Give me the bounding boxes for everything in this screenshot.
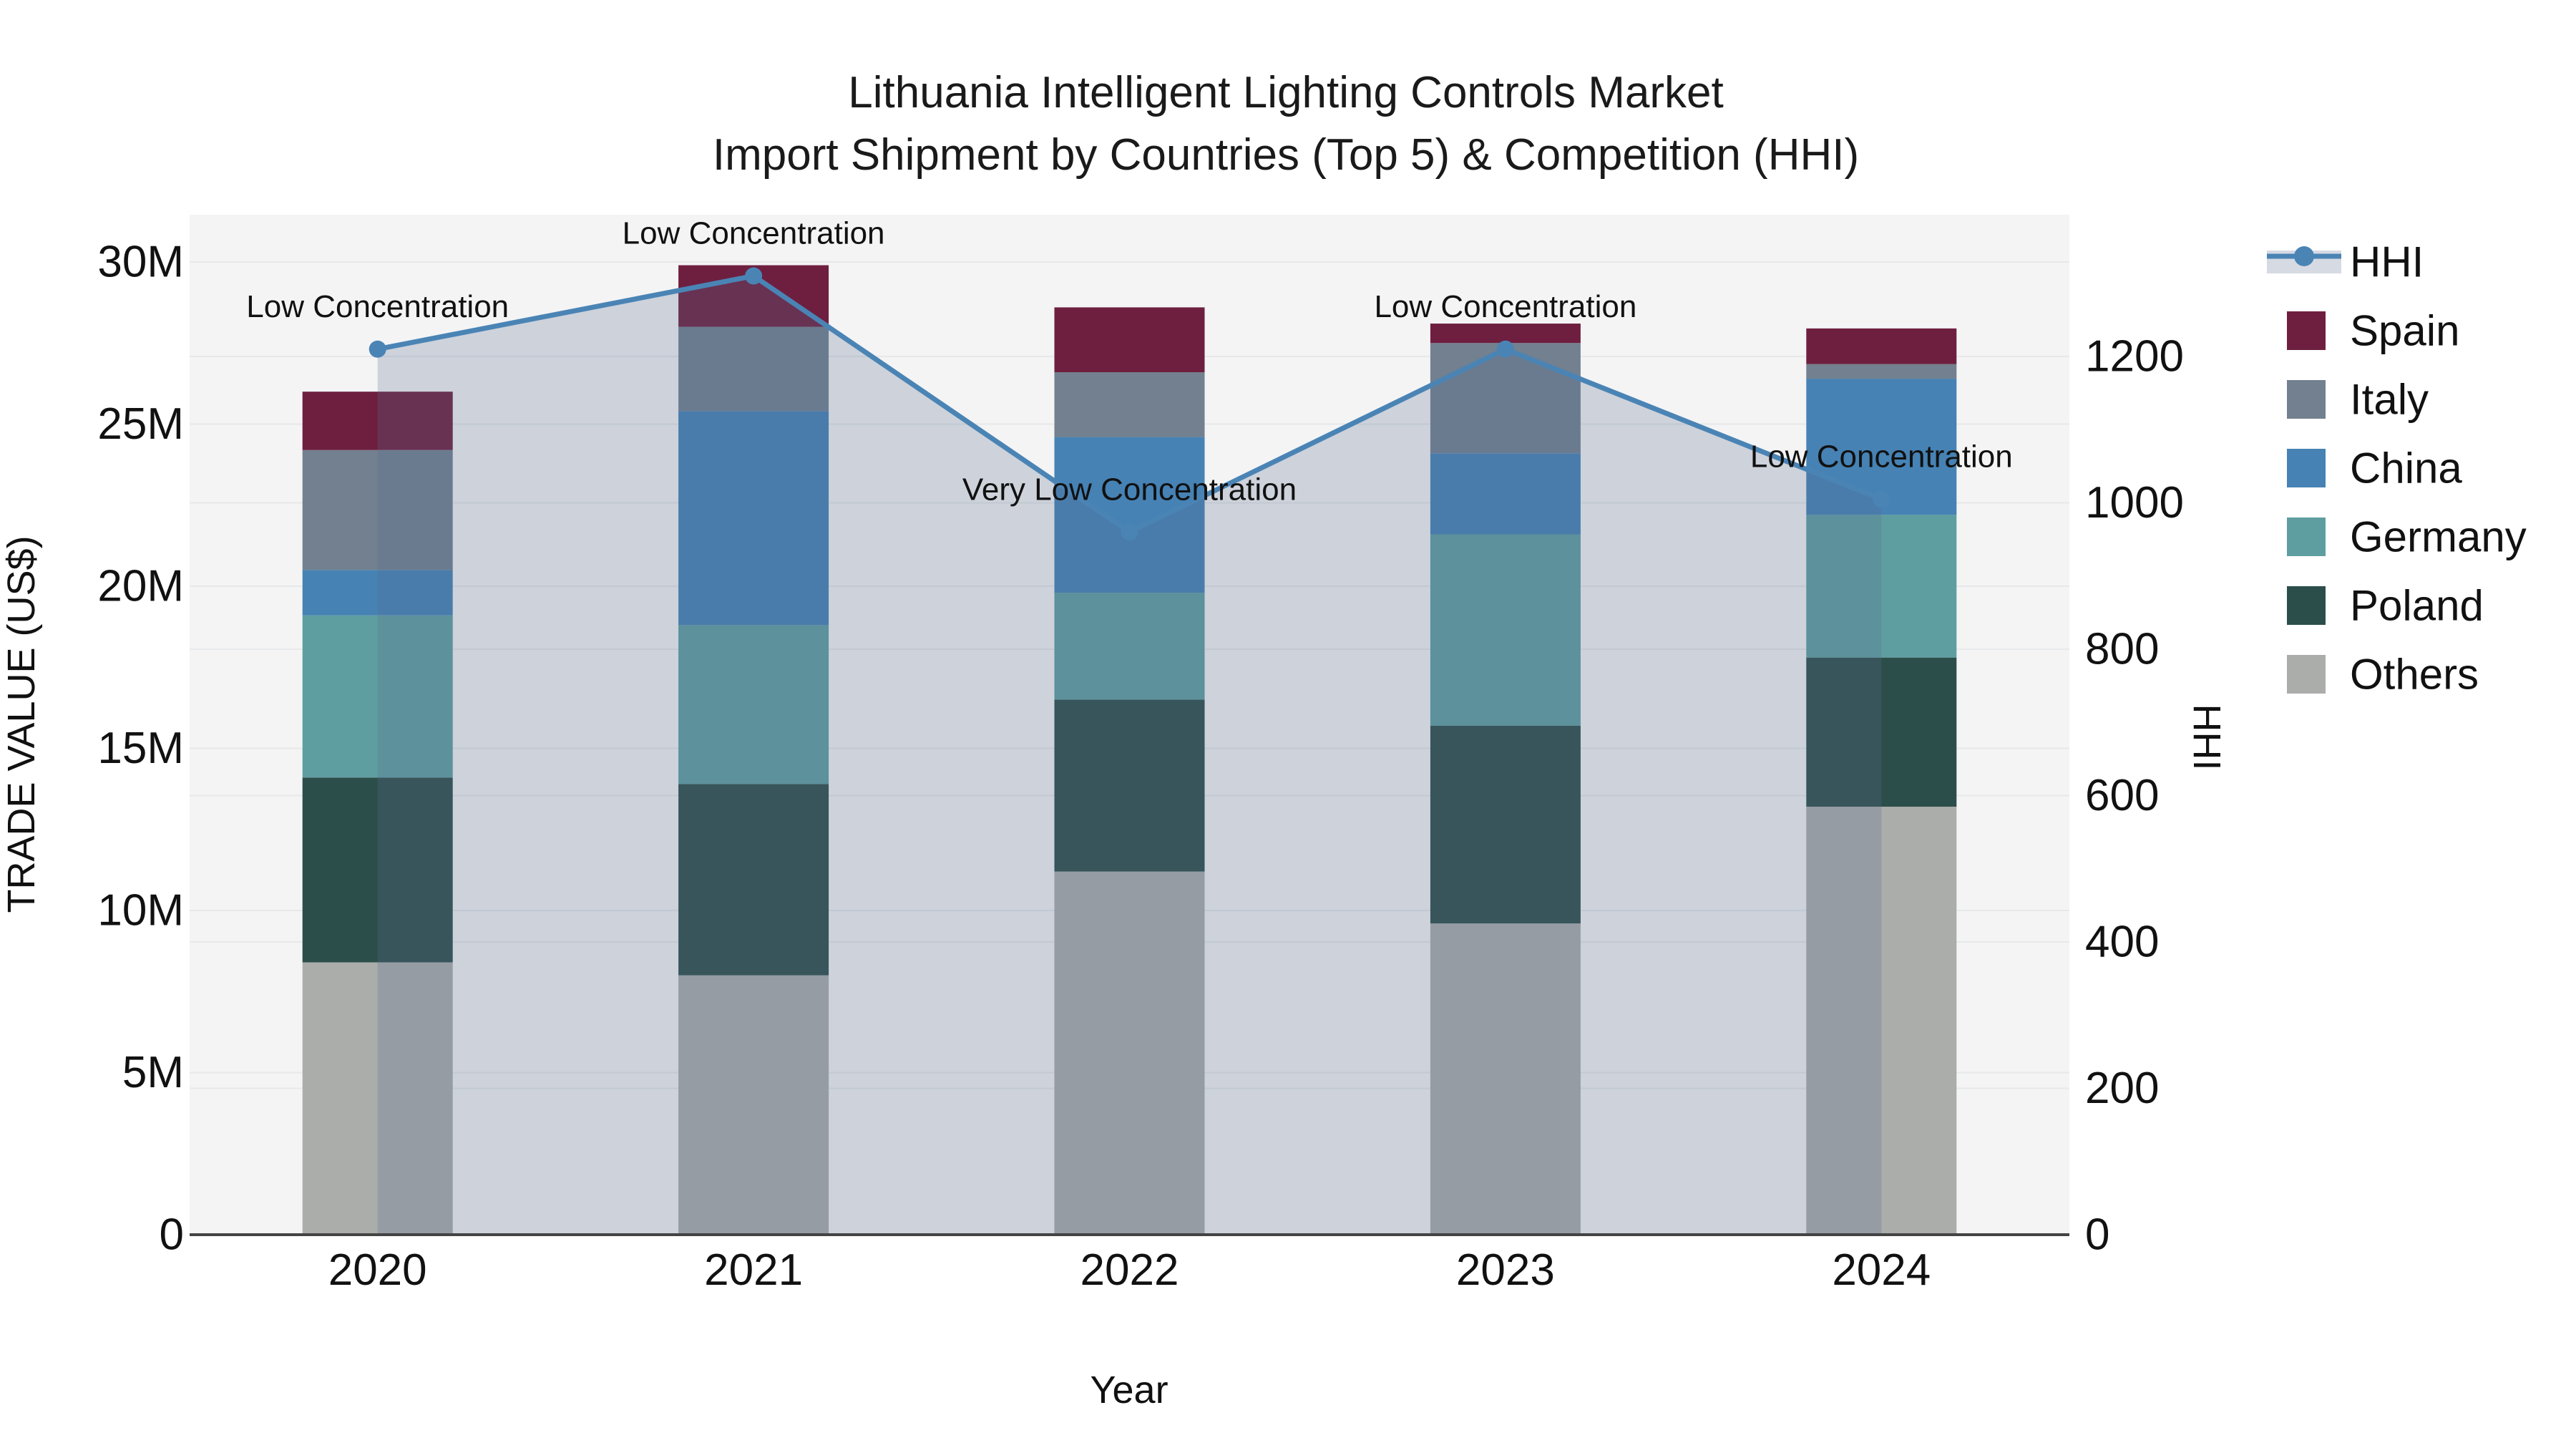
bar-segment-spain-2023[interactable] — [1430, 324, 1581, 344]
legend-label-italy: Italy — [2350, 376, 2429, 424]
bar-segment-germany-2020[interactable] — [302, 615, 453, 778]
legend-item-spain[interactable]: Spain — [2287, 307, 2459, 355]
legend-label-others: Others — [2350, 651, 2479, 699]
annotations: Low Concentration Low Concentration Very L… — [246, 216, 2012, 507]
chart-title-line1: Lithuania Intelligent Lighting Controls … — [848, 68, 1724, 117]
bar-segment-spain-2024[interactable] — [1806, 328, 1957, 364]
annotation-2020: Low Concentration — [246, 289, 509, 324]
bar-segment-spain-2020[interactable] — [302, 392, 453, 450]
y-left-tick-10M: 10M — [97, 886, 184, 936]
legend-swatch-italy — [2287, 380, 2326, 419]
bar-segment-others-2024[interactable] — [1806, 807, 1957, 1235]
bar-segment-spain-2022[interactable] — [1054, 307, 1205, 373]
y-left-tick-30M: 30M — [97, 238, 184, 287]
hhi-marker-2022[interactable] — [1121, 523, 1138, 541]
bar-segment-italy-2021[interactable] — [678, 326, 829, 412]
legend-item-china[interactable]: China — [2287, 444, 2462, 492]
y-right-axis-title: HHI — [2185, 704, 2228, 771]
legend-item-germany[interactable]: Germany — [2287, 513, 2527, 561]
y-right-tick-800: 800 — [2085, 625, 2159, 674]
bar-segment-italy-2020[interactable] — [302, 449, 453, 570]
y-left-tick-20M: 20M — [97, 562, 184, 611]
y-right-tick-600: 600 — [2085, 771, 2159, 820]
hhi-area-polygon — [377, 276, 1882, 1235]
legend-swatch-others — [2287, 655, 2326, 694]
y-right-tick-400: 400 — [2085, 918, 2159, 967]
y-right-tick-1200: 1200 — [2085, 332, 2184, 382]
y-left-axis-title: TRADE VALUE (US$) — [0, 535, 43, 913]
legend-label-poland: Poland — [2350, 582, 2484, 630]
y-right-tick-0: 0 — [2085, 1210, 2109, 1260]
hhi-marker-2021[interactable] — [745, 267, 763, 285]
x-tick-2021: 2021 — [704, 1245, 803, 1295]
bar-segment-others-2023[interactable] — [1430, 923, 1581, 1235]
bar-segment-poland-2021[interactable] — [678, 784, 829, 976]
bar-segment-germany-2024[interactable] — [1806, 515, 1957, 658]
bar-segment-china-2021[interactable] — [678, 411, 829, 626]
legend-item-hhi[interactable]: HHI — [2267, 238, 2424, 286]
bar-segment-italy-2022[interactable] — [1054, 372, 1205, 437]
bar-segment-china-2022[interactable] — [1054, 437, 1205, 593]
legend-swatch-germany — [2287, 517, 2326, 556]
bar-segment-italy-2024[interactable] — [1806, 364, 1957, 379]
stacked-bars — [302, 265, 1957, 1235]
legend-label-germany: Germany — [2350, 513, 2527, 561]
hhi-marker-2020[interactable] — [369, 340, 386, 358]
legend-swatch-china — [2287, 449, 2326, 487]
annotation-2023: Low Concentration — [1374, 289, 1636, 324]
legend-swatch-poland — [2287, 586, 2326, 625]
bar-segment-poland-2020[interactable] — [302, 777, 453, 963]
bar-segment-germany-2021[interactable] — [678, 625, 829, 784]
bar-segment-germany-2022[interactable] — [1054, 593, 1205, 700]
legend-item-poland[interactable]: Poland — [2287, 582, 2484, 630]
bar-segment-italy-2023[interactable] — [1430, 343, 1581, 454]
legend-label-spain: Spain — [2350, 307, 2459, 355]
bar-segment-poland-2024[interactable] — [1806, 657, 1957, 807]
legend: HHI Spain Italy China Germany Poland Others — [2267, 238, 2527, 699]
hhi-line — [369, 267, 1890, 541]
y-left-tick-0: 0 — [160, 1210, 184, 1260]
bar-segment-others-2022[interactable] — [1054, 871, 1205, 1235]
legend-swatch-spain — [2287, 311, 2326, 350]
annotation-2021: Low Concentration — [623, 216, 885, 251]
bar-segment-china-2023[interactable] — [1430, 453, 1581, 535]
x-tick-2023: 2023 — [1456, 1245, 1555, 1295]
hhi-area-fill — [377, 276, 1882, 1235]
bar-segment-germany-2023[interactable] — [1430, 534, 1581, 726]
y-right-tick-200: 200 — [2085, 1064, 2159, 1113]
hhi-marker-2024[interactable] — [1873, 490, 1890, 508]
x-axis-title: Year — [1090, 1369, 1168, 1411]
chart-title-line2: Import Shipment by Countries (Top 5) & C… — [713, 130, 1859, 180]
y-left-tick-5M: 5M — [122, 1048, 184, 1097]
legend-hhi-marker-icon — [2294, 246, 2314, 266]
hhi-marker-2023[interactable] — [1496, 340, 1514, 358]
legend-label-hhi: HHI — [2350, 238, 2424, 286]
bar-segment-china-2020[interactable] — [302, 570, 453, 616]
legend-item-italy[interactable]: Italy — [2287, 376, 2429, 424]
tick-labels: 0 5M 10M 15M 20M 25M 30M 0 200 400 600 800 1000 1200 2… — [97, 238, 2184, 1296]
annotation-2022: Very Low Concentration — [962, 472, 1297, 507]
x-tick-2020: 2020 — [328, 1245, 427, 1295]
y-left-tick-15M: 15M — [97, 724, 184, 773]
bar-segment-others-2021[interactable] — [678, 975, 829, 1235]
legend-item-others[interactable]: Others — [2287, 651, 2479, 699]
x-tick-2024: 2024 — [1832, 1245, 1931, 1295]
bar-segment-others-2020[interactable] — [302, 962, 453, 1235]
legend-label-china: China — [2350, 444, 2462, 492]
bar-segment-poland-2022[interactable] — [1054, 699, 1205, 872]
y-left-tick-25M: 25M — [97, 399, 184, 449]
y-right-tick-1000: 1000 — [2085, 478, 2184, 528]
annotation-2024: Low Concentration — [1750, 439, 2013, 474]
bar-segment-poland-2023[interactable] — [1430, 725, 1581, 924]
x-tick-2022: 2022 — [1080, 1245, 1179, 1295]
